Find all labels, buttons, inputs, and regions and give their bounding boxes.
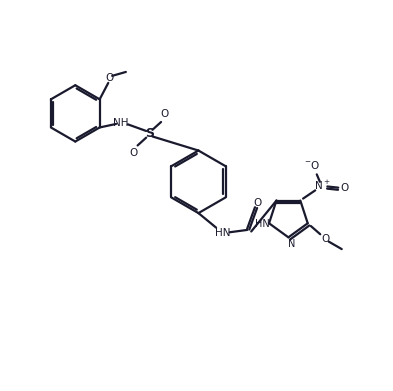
Text: O: O [106,73,114,83]
Text: S: S [145,127,154,140]
Text: O: O [340,183,348,193]
Text: N$^+$: N$^+$ [314,179,331,192]
Text: $^{-}$O: $^{-}$O [304,160,320,171]
Text: N: N [288,239,295,249]
Text: O: O [254,198,262,208]
Text: O: O [321,234,330,244]
Text: O: O [161,109,169,119]
Text: O: O [130,148,138,158]
Text: NH: NH [114,118,129,128]
Text: HN: HN [255,219,270,229]
Text: HN: HN [215,228,230,239]
